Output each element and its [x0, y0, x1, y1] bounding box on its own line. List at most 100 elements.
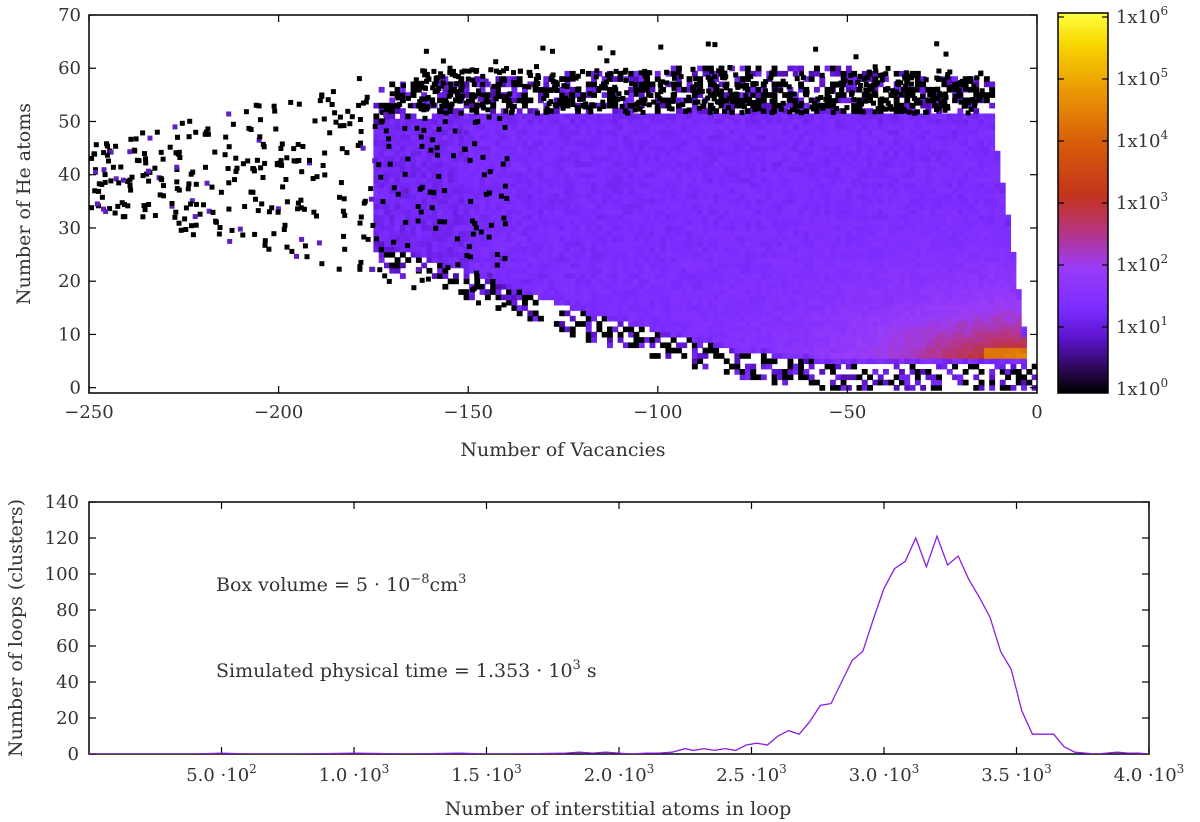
heatmap-cell: [877, 172, 884, 178]
heatmap-cell: [745, 374, 751, 381]
heatmap-cell: [893, 342, 900, 349]
heatmap-cell: [840, 214, 847, 221]
heatmap-cell: [792, 161, 799, 168]
heatmap-cell: [856, 230, 863, 237]
heatmap-cell: [484, 156, 491, 162]
heatmap-cell: [474, 172, 481, 178]
heatmap-cell: [569, 235, 576, 242]
heatmap-cell: [495, 129, 502, 136]
heatmap-cell: [607, 97, 613, 104]
heatmap-cell: [628, 76, 635, 82]
heatmap-cell: [654, 305, 661, 311]
heatmap-cell: [442, 283, 449, 290]
heatmap-cell: [654, 76, 661, 82]
heatmap-cell: [453, 118, 459, 125]
heatmap-cell: [442, 241, 449, 247]
heatmap-cell: [506, 97, 512, 104]
heatmap-cell: [899, 177, 905, 184]
heatmap-cell: [798, 235, 804, 242]
heatmap-cell: [421, 92, 428, 98]
heatmap-cell: [490, 118, 497, 125]
heatmap-cell: [830, 241, 836, 247]
heatmap-cell: [840, 251, 847, 258]
heatmap-cell: [702, 182, 709, 189]
heatmap-cell: [899, 257, 905, 263]
heatmap-cell: [633, 182, 640, 189]
heatmap-cell: [511, 257, 518, 263]
heatmap-cell: [596, 172, 603, 178]
heatmap-cell: [421, 134, 428, 141]
heatmap-cell: [760, 358, 767, 365]
heatmap-cell: [665, 342, 672, 349]
heatmap-cell: [559, 140, 566, 146]
heatmap-cell: [506, 118, 512, 125]
heatmap-cell: [702, 347, 709, 354]
heatmap-cell: [660, 257, 666, 263]
heatmap-cell: [835, 262, 842, 269]
heatmap-cell: [506, 225, 512, 231]
heatmap-cell: [845, 182, 852, 189]
heatmap-cell: [856, 182, 863, 189]
heatmap-cell: [431, 156, 438, 162]
heatmap-cell: [437, 209, 443, 215]
heatmap-cell: [734, 102, 741, 109]
heatmap-cell: [538, 235, 544, 242]
heatmap-cell: [553, 278, 560, 285]
heatmap-cell: [410, 172, 417, 178]
heatmap-cell: [633, 331, 640, 338]
heatmap-cell: [612, 193, 619, 200]
heatmap-cell: [776, 241, 783, 247]
heatmap-cell: [867, 262, 873, 269]
heatmap-cell: [835, 241, 842, 247]
heatmap-cell: [575, 235, 581, 242]
heatmap-cell: [585, 177, 592, 184]
heatmap-cell: [877, 374, 884, 381]
heatmap-cell: [872, 134, 879, 141]
heatmap-cell: [389, 262, 396, 269]
heatmap-cell: [872, 278, 879, 285]
heatmap-cell: [877, 209, 884, 215]
heatmap-cell: [580, 246, 587, 253]
heatmap-cell: [580, 273, 587, 279]
heatmap-cell: [766, 156, 773, 162]
heatmap-cell: [840, 299, 847, 306]
heatmap-cell: [766, 145, 773, 152]
heatmap-cell: [532, 246, 539, 253]
heatmap-cell: [845, 299, 852, 306]
heatmap-cell: [463, 241, 470, 247]
heatmap-cell: [909, 310, 916, 317]
heatmap-cell: [373, 134, 380, 141]
heatmap-cell: [899, 331, 905, 338]
heatmap-cell: [490, 150, 497, 157]
heatmap-cell: [877, 358, 884, 365]
heatmap-cell: [702, 353, 709, 359]
heatmap-cell: [580, 140, 587, 146]
heatmap-cell: [479, 166, 486, 173]
heatmap-cell: [394, 150, 401, 157]
heatmap-cell: [930, 267, 937, 274]
heatmap-cell: [405, 198, 412, 205]
heatmap-cell: [914, 353, 921, 359]
heatmap-cell: [755, 299, 762, 306]
heatmap-cell: [702, 166, 709, 173]
heatmap-cell: [691, 118, 698, 125]
heatmap-cell: [527, 278, 534, 285]
heatmap-cell: [543, 289, 550, 295]
heatmap-cell: [755, 204, 762, 210]
heatmap-cell: [936, 150, 942, 157]
heatmap-cell: [691, 294, 698, 301]
heatmap-cell: [745, 278, 751, 285]
heatmap-cell: [622, 273, 629, 279]
heatmap-cell: [872, 70, 879, 77]
heatmap-cell: [612, 177, 619, 184]
heatmap-cell: [888, 124, 895, 130]
heatmap-cell: [782, 188, 789, 194]
heatmap-cell: [469, 246, 475, 253]
heatmap-cell: [559, 299, 566, 306]
heatmap-cell: [681, 251, 688, 258]
heatmap-cell: [596, 129, 603, 136]
heatmap-cell: [484, 92, 491, 98]
heatmap-cell: [867, 305, 873, 311]
heatmap-cell: [670, 273, 677, 279]
heatmap-cell: [569, 204, 576, 210]
